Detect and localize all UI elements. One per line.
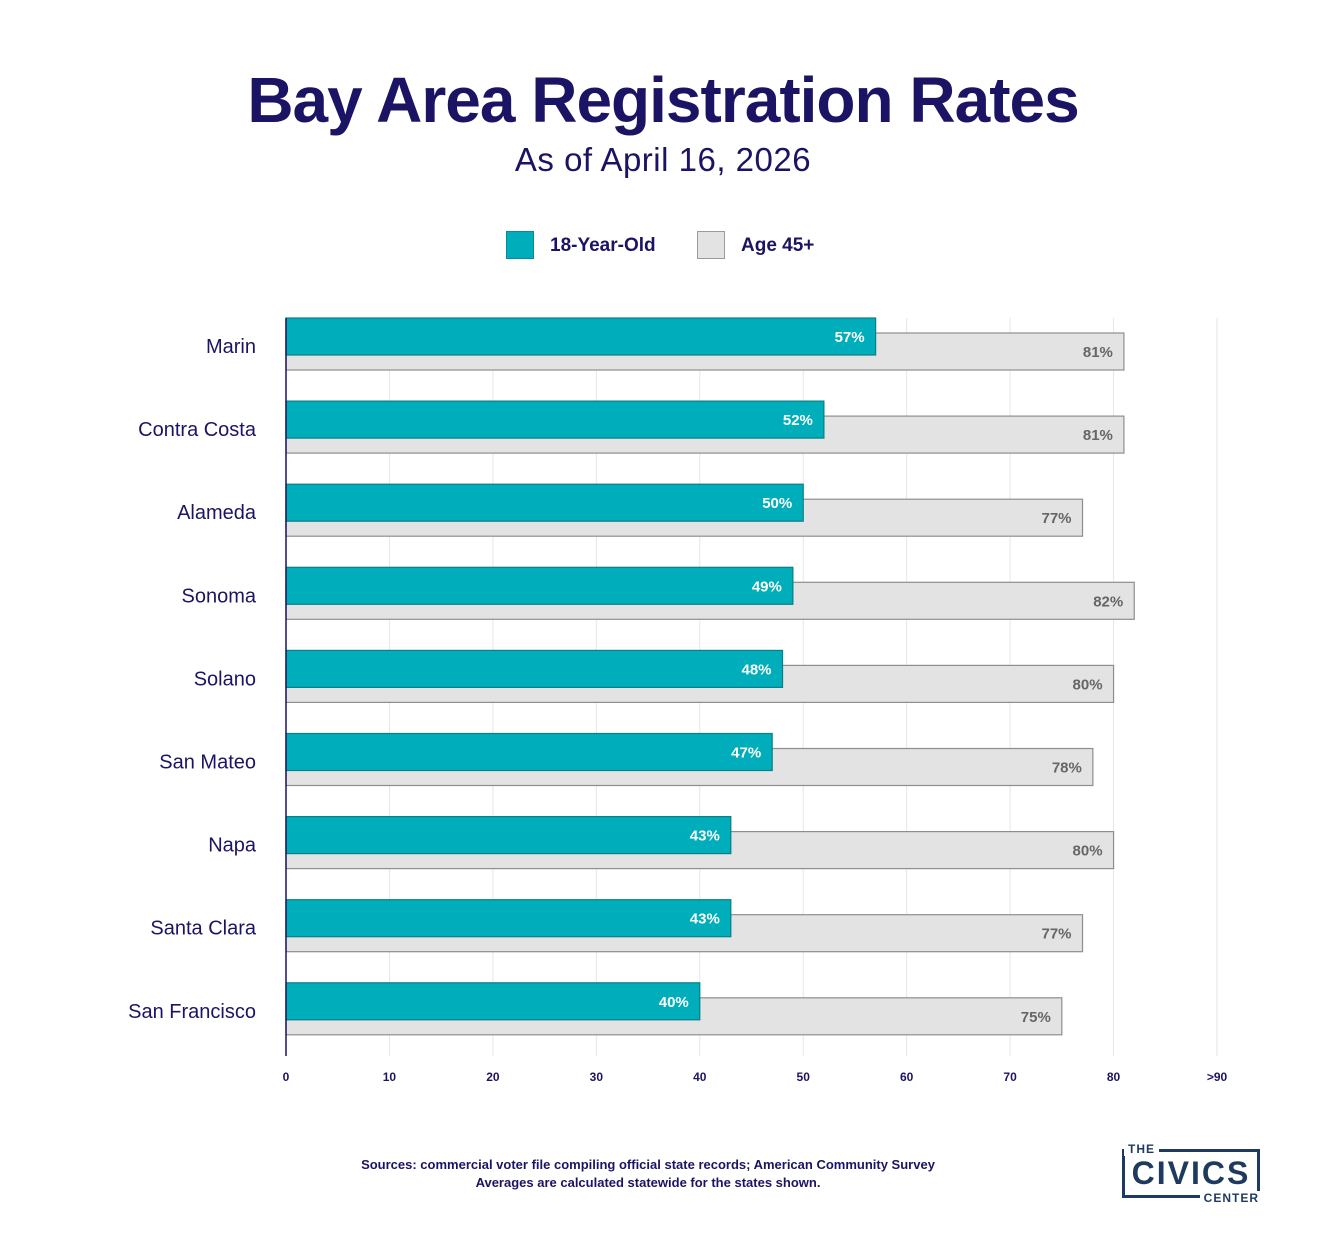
data-label-18-year-old: 40% (659, 994, 689, 1011)
data-label-age-45: 82% (1093, 593, 1123, 610)
logo-frame (1122, 1149, 1260, 1198)
x-tick-label: 80 (1107, 1070, 1121, 1084)
footer-line-sources: Sources: commercial voter file compiling… (361, 1157, 935, 1172)
data-label-age-45: 77% (1041, 926, 1071, 943)
bar-18-year-old (285, 982, 701, 1021)
x-tick-label: 40 (693, 1070, 707, 1084)
data-label-age-45: 77% (1041, 510, 1071, 527)
footer-line-averages: Averages are calculated statewide for th… (475, 1175, 821, 1190)
data-label-18-year-old: 47% (731, 745, 761, 762)
chart-subtitle: As of April 16, 2026 (514, 141, 812, 178)
data-label-18-year-old: 48% (742, 661, 772, 678)
legend-swatch-age-45 (697, 231, 725, 259)
chart-title: Bay Area Registration Rates (247, 64, 1079, 136)
category-label: San Mateo (159, 752, 256, 774)
bar-18-year-old (285, 483, 804, 522)
legend-label-age-45: Age 45+ (741, 235, 815, 256)
data-label-age-45: 75% (1021, 1009, 1051, 1026)
x-tick-label: 60 (900, 1070, 914, 1084)
data-label-18-year-old: 49% (752, 578, 782, 595)
data-label-18-year-old: 50% (762, 495, 792, 512)
data-label-age-45: 81% (1083, 344, 1113, 361)
x-tick-label: 30 (590, 1070, 604, 1084)
bar-18-year-old (285, 649, 784, 689)
category-label: Sonoma (182, 585, 257, 607)
category-label: Santa Clara (150, 918, 256, 940)
legend-label-18-year-old: 18-Year-Old (550, 235, 656, 256)
data-label-18-year-old: 43% (690, 828, 720, 845)
x-tick-label: 20 (486, 1070, 500, 1084)
legend-swatch-18-year-old (506, 231, 534, 259)
category-label: San Francisco (128, 1001, 256, 1023)
category-label: Solano (194, 668, 256, 690)
data-label-age-45: 80% (1073, 843, 1103, 860)
logo-text-center: CENTER (1199, 1191, 1263, 1205)
bar-18-year-old (285, 815, 732, 855)
bar-18-year-old (285, 400, 825, 439)
x-tick-label: >90 (1207, 1070, 1228, 1084)
data-label-age-45: 78% (1052, 760, 1082, 777)
category-label: Contra Costa (138, 419, 257, 441)
legend: 18-Year-Old Age 45+ (0, 231, 1326, 263)
bar-18-year-old (285, 566, 794, 605)
category-label: Alameda (177, 502, 257, 524)
logo-text-civics: CIVICS (1131, 1155, 1251, 1191)
data-label-18-year-old: 43% (690, 911, 720, 928)
category-label: Marin (206, 336, 256, 358)
data-label-18-year-old: 57% (835, 329, 865, 346)
data-label-age-45: 81% (1083, 427, 1113, 444)
x-tick-label: 50 (797, 1070, 811, 1084)
x-tick-label: 0 (283, 1070, 290, 1084)
data-label-18-year-old: 52% (783, 412, 813, 429)
category-label: Napa (208, 835, 257, 857)
bar-18-year-old (285, 732, 773, 772)
x-tick-label: 70 (1003, 1070, 1017, 1084)
data-label-age-45: 80% (1073, 676, 1103, 693)
bar-chart: 0 10 20 30 40 50 60 70 80 >90 81% 57% Marin 81% 52% Con… (128, 317, 1228, 1084)
bar-18-year-old (285, 899, 732, 938)
footer-sources: Sources: commercial voter file compiling… (250, 1156, 1046, 1192)
logo-text-the: THE (1124, 1142, 1159, 1156)
civics-center-logo: THE CIVICS CENTER (1120, 1140, 1265, 1205)
bar-18-year-old (285, 317, 877, 356)
x-tick-label: 10 (383, 1070, 397, 1084)
